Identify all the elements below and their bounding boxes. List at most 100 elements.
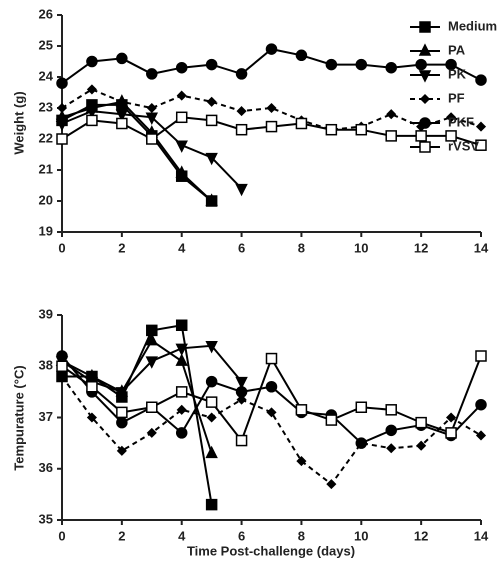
marker [146, 401, 158, 413]
marker [475, 398, 487, 411]
y-tick-label: 20 [39, 192, 53, 207]
marker [295, 404, 308, 416]
x-tick-label: 10 [354, 240, 368, 255]
marker [86, 381, 98, 393]
marker [86, 55, 98, 68]
marker [385, 424, 397, 437]
x-tick-label: 14 [474, 240, 489, 255]
marker [115, 387, 129, 400]
x-tick-label: 0 [58, 240, 65, 255]
marker [145, 332, 158, 346]
marker [445, 58, 457, 71]
marker [265, 352, 278, 365]
x-tick-label: 12 [414, 528, 428, 543]
y-tick-label: 23 [39, 99, 53, 114]
marker [206, 96, 217, 107]
x-tick-label: 2 [118, 528, 125, 543]
marker [415, 58, 427, 71]
marker [56, 360, 68, 372]
y-axis-label: Weight (g) [11, 91, 26, 154]
marker [265, 120, 278, 133]
marker [475, 74, 487, 86]
marker [235, 123, 248, 136]
marker [56, 77, 68, 89]
marker [386, 443, 397, 454]
marker [265, 43, 278, 55]
marker [295, 49, 308, 62]
marker [419, 21, 431, 33]
marker [446, 112, 457, 123]
x-tick-label: 6 [238, 528, 245, 543]
x-tick-label: 8 [298, 240, 305, 255]
x-tick-label: 6 [238, 240, 245, 255]
marker [416, 440, 427, 451]
marker [146, 133, 158, 145]
y-tick-label: 36 [39, 460, 53, 475]
marker [446, 412, 457, 423]
marker [355, 437, 368, 449]
marker [418, 70, 432, 83]
marker [175, 427, 188, 439]
marker [116, 445, 127, 456]
marker [205, 445, 218, 459]
marker [265, 381, 278, 393]
marker [206, 412, 217, 423]
marker [235, 68, 248, 80]
x-tick-label: 8 [298, 528, 305, 543]
marker [325, 414, 338, 426]
marker [419, 117, 431, 129]
marker [56, 102, 68, 114]
marker [56, 350, 68, 362]
marker [236, 394, 247, 405]
marker [355, 58, 368, 71]
x-tick-label: 2 [118, 240, 125, 255]
x-tick-label: 0 [58, 528, 65, 543]
marker [418, 43, 432, 56]
marker [415, 416, 427, 429]
marker [445, 130, 457, 142]
x-tick-label: 4 [178, 528, 186, 543]
y-tick-label: 19 [39, 223, 53, 238]
y-axis-label: Tempurature (°C) [11, 365, 26, 470]
marker [475, 350, 487, 362]
y-tick-label: 25 [39, 37, 53, 52]
x-axis-label: Time Post-challenge (days) [187, 543, 355, 558]
marker [385, 404, 397, 416]
marker [419, 93, 431, 105]
marker [175, 386, 188, 398]
x-tick-label: 10 [354, 528, 368, 543]
marker [355, 123, 368, 136]
marker [116, 416, 128, 429]
marker [205, 152, 218, 166]
marker [235, 386, 248, 398]
marker [175, 343, 188, 356]
x-tick-label: 12 [414, 240, 428, 255]
marker [475, 430, 487, 441]
marker [175, 319, 188, 331]
marker [116, 406, 128, 419]
marker [386, 109, 397, 120]
marker [116, 52, 128, 65]
marker [175, 165, 188, 178]
marker [175, 140, 188, 153]
marker [146, 427, 157, 438]
marker [235, 434, 248, 447]
marker [415, 130, 427, 142]
marker [175, 353, 188, 366]
marker [116, 117, 128, 130]
marker [266, 407, 277, 418]
marker [205, 58, 218, 71]
marker [205, 341, 218, 354]
marker [205, 498, 218, 511]
marker [146, 68, 158, 80]
marker [236, 106, 247, 117]
marker [385, 130, 397, 142]
marker [55, 118, 69, 132]
legend-label: PA [448, 42, 466, 57]
marker [205, 396, 218, 408]
y-tick-label: 24 [39, 68, 54, 83]
marker [115, 109, 129, 122]
y-tick-label: 39 [39, 306, 53, 321]
series-line [61, 103, 213, 202]
